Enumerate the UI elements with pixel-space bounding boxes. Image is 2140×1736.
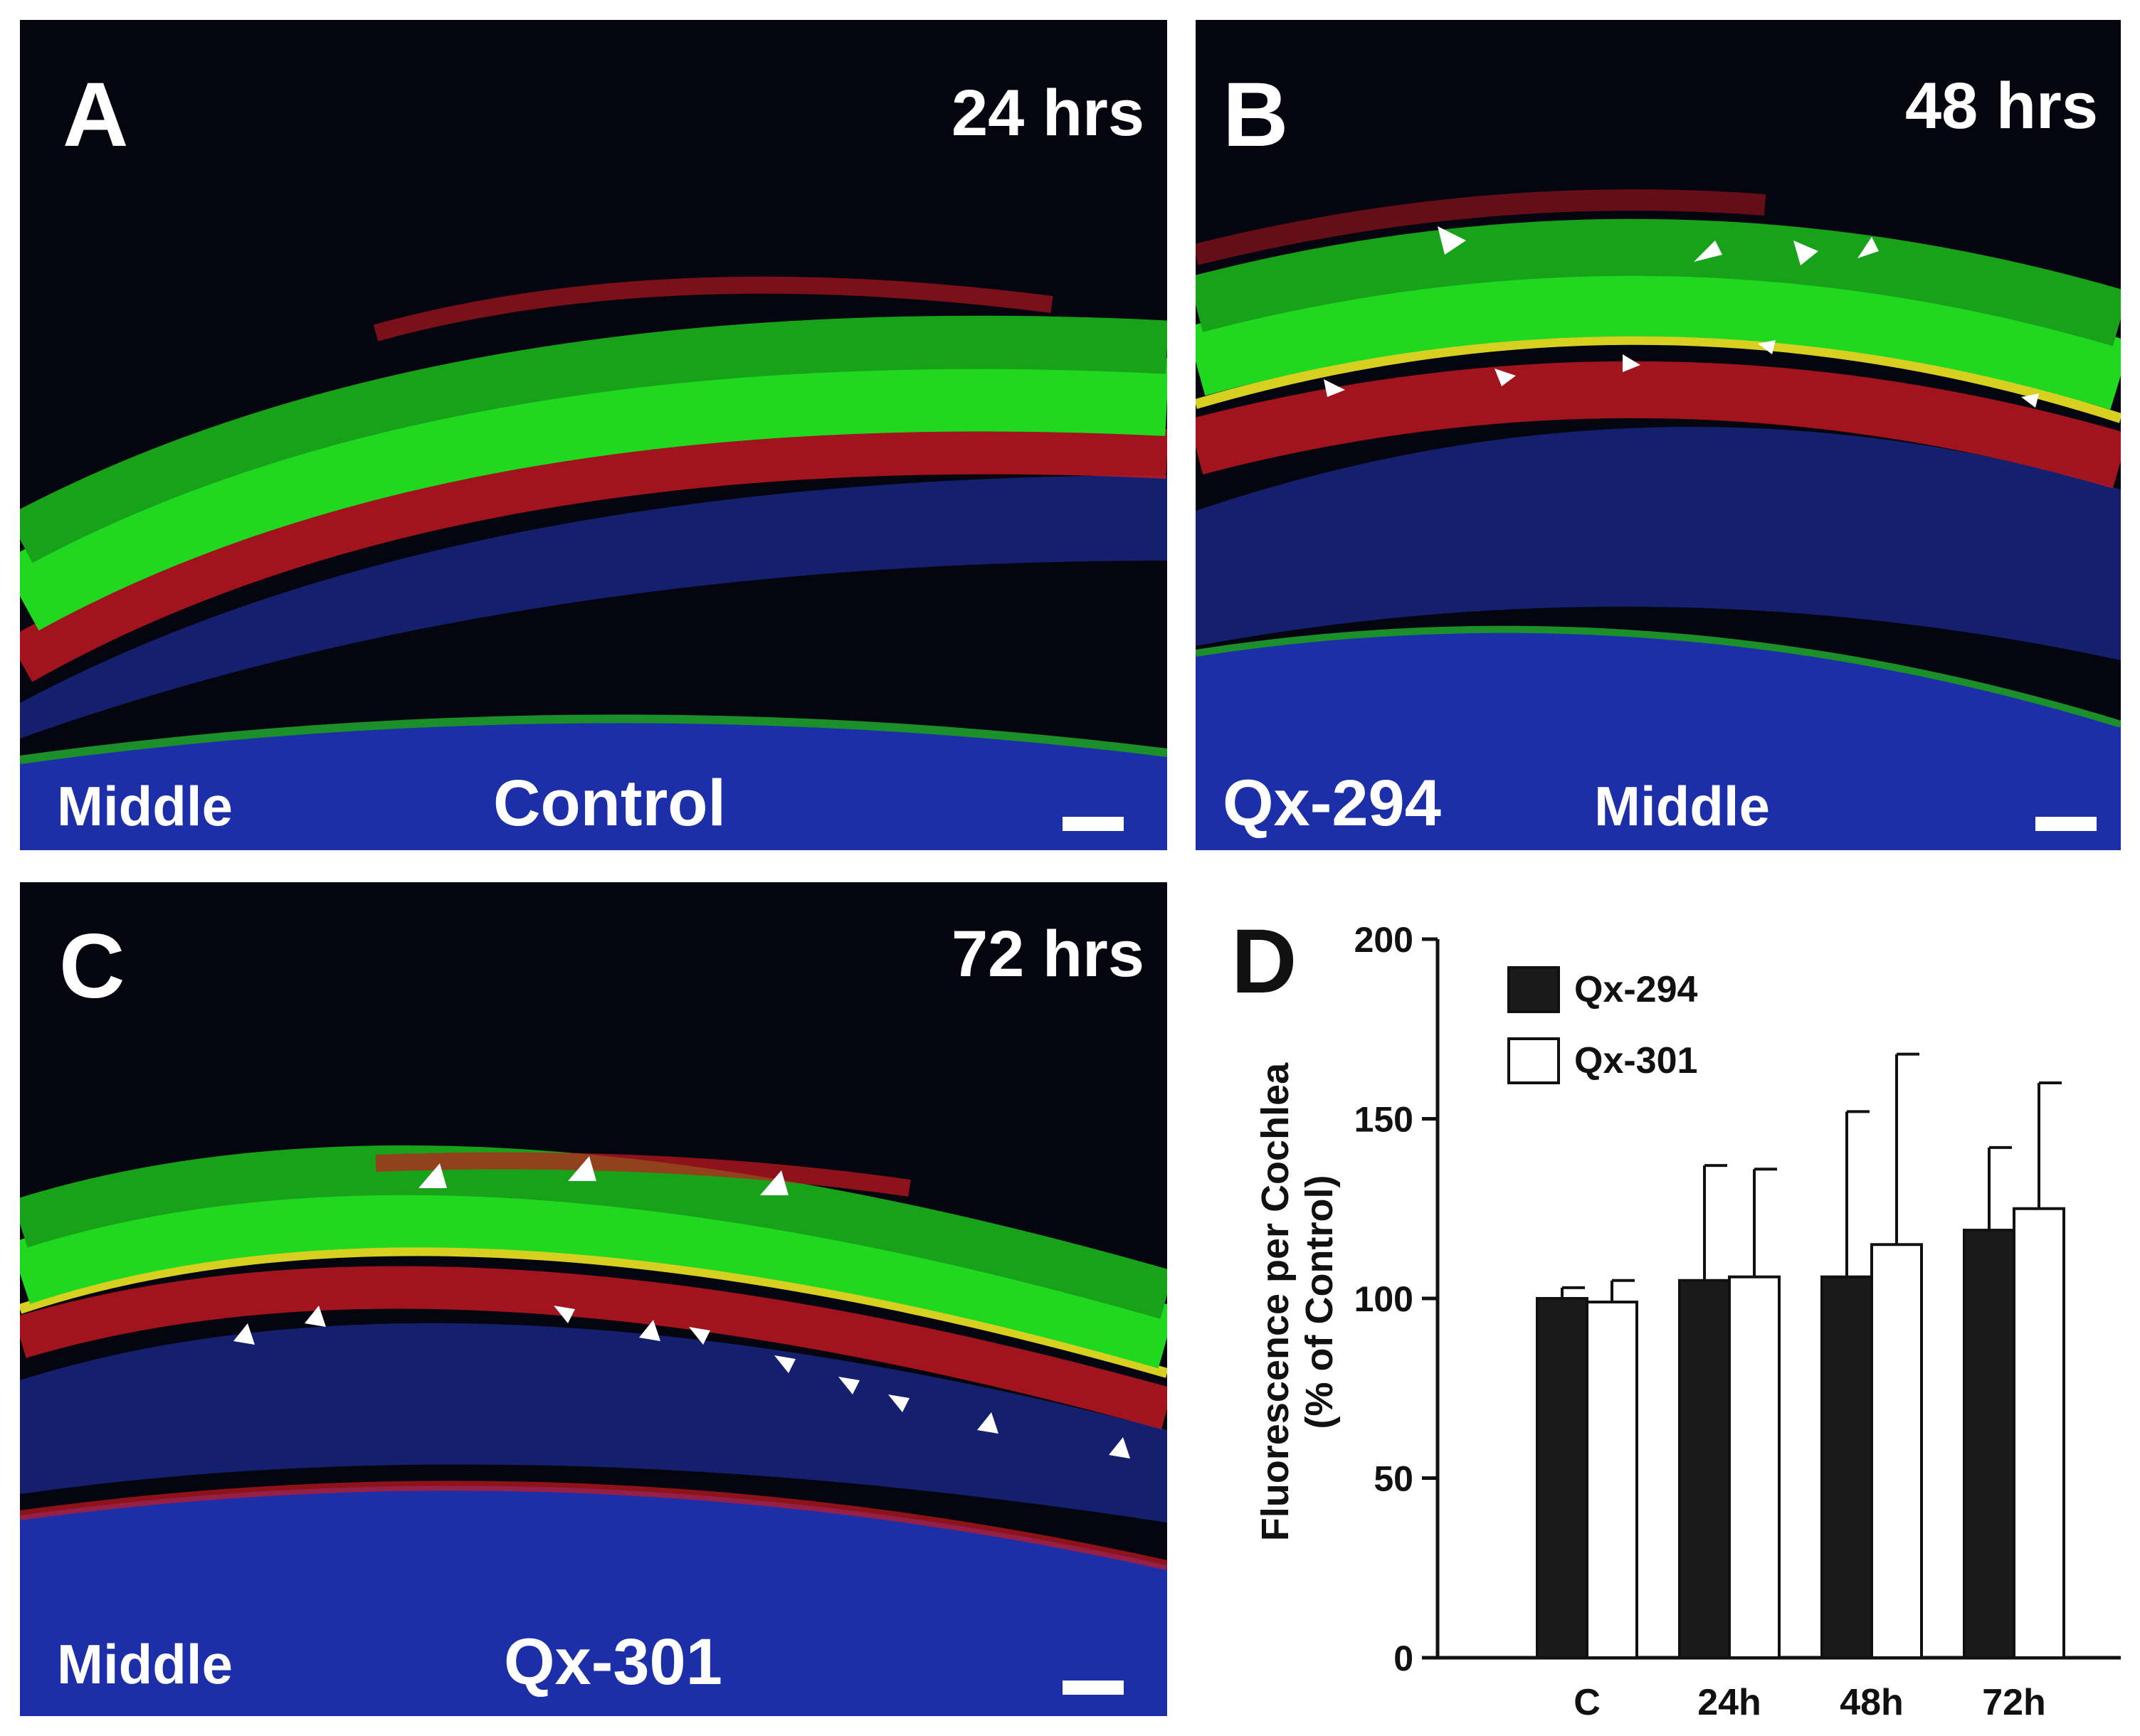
time-label-c: 72 hrs bbox=[951, 918, 1144, 990]
region-label-c: Middle bbox=[57, 1633, 233, 1695]
scale-bar-b bbox=[2035, 817, 2097, 831]
x-tick-label: 24h bbox=[1697, 1682, 1761, 1723]
legend-label: Qx-294 bbox=[1574, 969, 1698, 1010]
micrograph-panel-a: A 24 hrs Middle Control bbox=[20, 20, 1167, 850]
micrograph-image-b bbox=[1196, 189, 2121, 850]
bar bbox=[1820, 1275, 1873, 1659]
panel-letter-c: C bbox=[59, 916, 125, 1017]
micrograph-image-c bbox=[20, 1145, 1167, 1716]
region-label-a: Middle bbox=[57, 775, 233, 837]
condition-label-b: Qx-294 bbox=[1223, 767, 1441, 840]
y-tick-label: 100 bbox=[1354, 1279, 1413, 1319]
y-tick-label: 50 bbox=[1374, 1459, 1413, 1499]
scale-bar-c bbox=[1063, 1681, 1124, 1695]
time-label-b: 48 hrs bbox=[1904, 70, 2098, 142]
region-label-b: Middle bbox=[1594, 775, 1770, 837]
bar bbox=[1728, 1275, 1781, 1659]
panel-letter-b: B bbox=[1223, 64, 1289, 166]
bar bbox=[1586, 1301, 1638, 1659]
condition-label-a: Control bbox=[493, 767, 727, 840]
panel-letter-a: A bbox=[63, 64, 129, 166]
y-axis-label-line2: (% of Control) bbox=[1298, 1175, 1341, 1429]
y-axis-label: Fluorescence per Cochlea (% of Control) bbox=[1254, 1062, 1341, 1541]
legend-swatch bbox=[1507, 1037, 1560, 1084]
bar bbox=[2013, 1207, 2065, 1659]
x-tick-label: 48h bbox=[1840, 1682, 1904, 1723]
x-tick-label: 72h bbox=[1982, 1682, 2046, 1723]
micrograph-panel-b: B 48 hrs Qx-294 Middle bbox=[1196, 20, 2121, 850]
bar-chart: D Fluorescence per Cochlea (% of Control… bbox=[1231, 911, 2121, 1723]
micrograph-image-a bbox=[20, 276, 1167, 850]
x-tick-label: C bbox=[1574, 1682, 1601, 1723]
time-label-a: 24 hrs bbox=[951, 77, 1144, 149]
panel-letter-d: D bbox=[1231, 911, 1297, 1012]
micrograph-panel-c: C 72 hrs Middle Qx-301 bbox=[20, 882, 1167, 1716]
bar bbox=[1963, 1229, 2015, 1659]
y-tick-label: 150 bbox=[1354, 1100, 1413, 1140]
bar bbox=[1536, 1297, 1588, 1659]
y-axis-label-line1: Fluorescence per Cochlea bbox=[1254, 1062, 1297, 1541]
condition-label-c: Qx-301 bbox=[504, 1626, 722, 1698]
bar bbox=[1870, 1243, 1923, 1659]
scale-bar-a bbox=[1063, 817, 1124, 831]
y-tick-label: 200 bbox=[1354, 920, 1413, 960]
legend-label: Qx-301 bbox=[1574, 1040, 1697, 1081]
y-tick-label: 0 bbox=[1393, 1639, 1413, 1678]
legend-swatch bbox=[1507, 966, 1560, 1013]
plot-area: 0 50 100 150 200 C 24h 48h 72h Qx-294 Qx-301 bbox=[1354, 920, 2121, 1723]
bar bbox=[1678, 1279, 1731, 1659]
